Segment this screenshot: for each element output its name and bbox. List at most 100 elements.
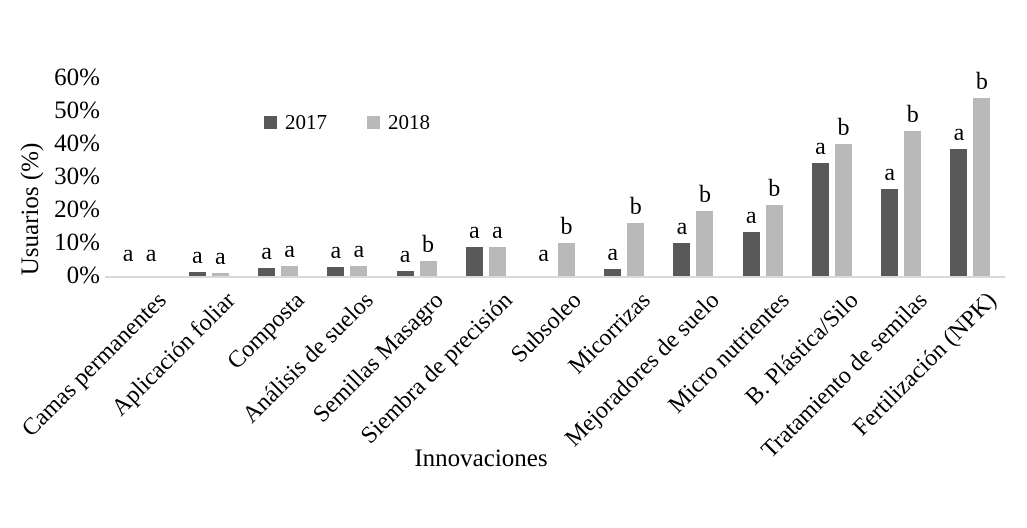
bar-2018 [419,260,437,276]
bar-2018 [834,144,852,276]
legend-item-2018: 2018 [367,110,430,135]
significance-letter: a [261,239,272,266]
y-axis-tick-label: 30% [54,163,100,190]
bar-wrap: b [419,231,437,276]
bar-wrap: a [604,240,622,276]
significance-letter: b [560,214,573,241]
bar-wrap: a [258,239,276,276]
bar-wrap: b [627,195,645,276]
x-axis-label: Composta [222,287,310,375]
bar-wrap: b [834,115,852,276]
x-axis-label: Siembra de precisión [355,287,518,449]
bar-2018 [211,272,229,276]
legend-label: 2017 [285,110,327,134]
bar-wrap: a [143,242,160,276]
bar-wrap: a [673,214,691,276]
bar-2017 [188,272,206,276]
x-axis-label: Subsoleo [506,287,587,368]
significance-letter: a [399,242,411,269]
significance-letter: a [815,134,826,161]
y-axis-tick-label: 20% [54,196,100,223]
significance-letter: b [906,101,919,128]
bar-2018 [696,211,714,276]
bar-2017 [604,269,622,276]
bar-2018 [973,97,991,276]
bar-2018 [765,205,783,276]
bar-2018 [281,265,299,276]
y-axis-tick-label: 0% [66,262,100,289]
x-axis-title: Innovaciones [414,445,548,472]
significance-letter: a [192,243,203,270]
bar-wrap: b [765,176,783,276]
y-axis-tick-label: 40% [54,130,100,157]
significance-letter: a [953,120,965,147]
bar-wrap: a [350,237,368,276]
significance-letter: b [768,176,781,203]
significance-letter: a [538,241,549,267]
bar-wrap: a [211,243,229,276]
legend-swatch [367,116,380,129]
x-axis-label: Mejoradores de suelo [560,287,726,452]
significance-letter: a [215,243,226,270]
bar-wrap: b [973,68,991,276]
x-axis-label: Semillas Masagro [307,287,449,428]
x-axis-label: Micro nutrientes [663,287,795,419]
significance-letter: b [975,68,988,95]
bar-wrap: a [465,218,483,276]
bar-2017 [950,149,968,276]
significance-letter: a [284,236,295,263]
legend-label: 2018 [388,110,430,134]
y-axis-tick-label: 60% [54,64,100,91]
bar-2017 [465,247,483,276]
x-axis-label: Tratamiento de semilas [756,287,933,464]
bar-2017 [811,163,829,276]
bar-2017 [881,188,899,276]
bar-wrap: a [396,242,414,276]
bar-wrap: a [881,161,899,276]
x-axis-label: Aplicación foliar [106,287,241,422]
bar-2018 [904,130,922,276]
y-axis-tick-label: 50% [54,97,100,124]
bar-wrap: a [327,238,345,276]
significance-letter: b [422,231,435,258]
x-axis-label: Análisis de suelos [238,287,379,429]
bar-wrap: b [904,101,922,276]
bar-2017 [742,232,760,276]
significance-letter: a [676,214,688,241]
legend: 2017 2018 [264,110,430,135]
bar-wrap: a [535,242,552,276]
legend-item-2017: 2017 [264,110,327,135]
significance-letter: b [698,182,711,209]
y-axis-tick-label: 10% [54,229,100,256]
significance-letter: b [837,115,850,141]
x-axis-label: Fertilización (NPK) [848,287,1003,441]
bar-wrap: a [742,203,760,276]
significance-letter: a [468,218,480,245]
significance-letter: a [145,241,157,267]
bar-2017 [258,268,276,276]
legend-swatch [264,116,277,129]
bar-2018 [627,222,645,276]
x-axis-label: Camas permanentes [16,287,172,442]
x-axis-label: Micorrizas [563,287,656,380]
significance-letter: a [353,237,365,264]
significance-letter: a [607,240,619,267]
significance-letter: a [745,203,757,230]
bar-2017 [673,243,691,276]
bar-wrap: a [188,243,206,276]
significance-letter: a [330,238,342,265]
bar-wrap: a [488,219,506,276]
x-axis-label: B. Plástica/Silo [740,287,864,411]
